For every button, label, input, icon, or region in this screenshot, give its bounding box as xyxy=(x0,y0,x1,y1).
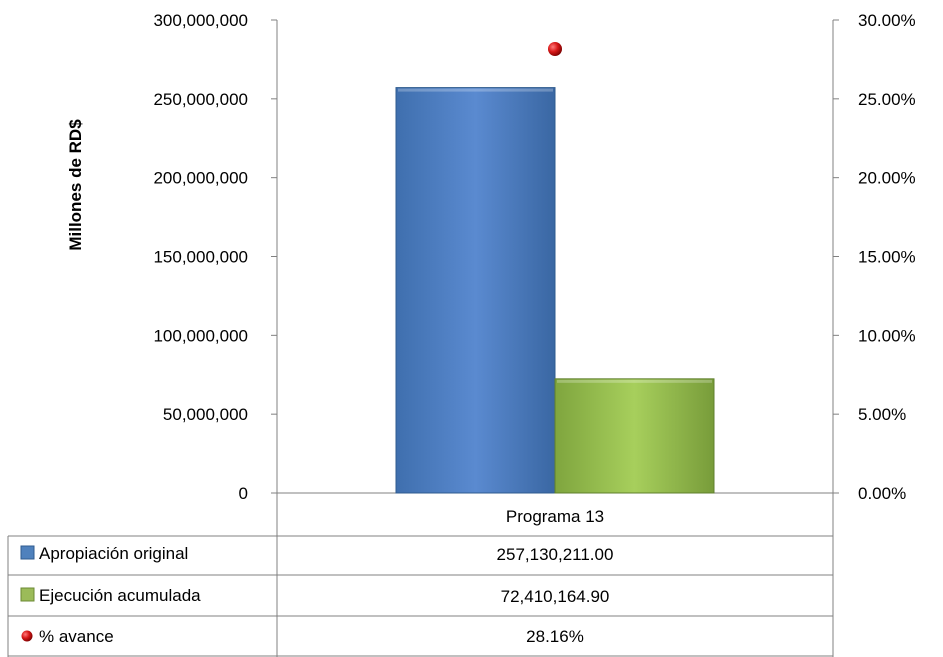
legend-key-apropiacion xyxy=(20,545,35,560)
table-row-label-apropiacion: Apropiación original xyxy=(39,544,188,563)
right-tick-labels: 0.00% 5.00% 10.00% 15.00% 20.00% 25.00% 30.00% xyxy=(858,11,916,503)
right-tick-label: 10.00% xyxy=(858,326,916,345)
left-tick-label: 50,000,000 xyxy=(163,405,248,424)
y-axis-title: Millones de RD$ xyxy=(66,119,85,251)
table-cell-avance: 28.16% xyxy=(526,627,584,646)
bars xyxy=(395,87,715,494)
bar-ejecucion-acumulada xyxy=(554,378,715,494)
marker-avance xyxy=(548,42,562,57)
left-tick-label: 300,000,000 xyxy=(153,11,248,30)
data-table: Programa 13 Apropiación original 257,130… xyxy=(7,493,834,657)
left-tick-label: 200,000,000 xyxy=(153,169,248,188)
table-cell-apropiacion: 257,130,211.00 xyxy=(497,545,614,564)
legend-key-ejecucion xyxy=(20,587,35,602)
bar-apropiacion-original xyxy=(395,87,556,494)
right-tick-label: 25.00% xyxy=(858,90,916,109)
right-tick-label: 20.00% xyxy=(858,169,916,188)
left-tick-label: 0 xyxy=(239,484,248,503)
bar-highlight xyxy=(398,88,553,92)
table-header-category: Programa 13 xyxy=(506,507,604,526)
table-row-label-ejecucion: Ejecución acumulada xyxy=(39,586,201,605)
left-tick-label: 250,000,000 xyxy=(153,90,248,109)
left-tick-label: 150,000,000 xyxy=(153,248,248,267)
table-row-label-avance: % avance xyxy=(39,627,114,646)
markers xyxy=(548,42,562,57)
right-tick-label: 0.00% xyxy=(858,484,906,503)
legend-key-avance xyxy=(21,630,33,642)
left-tick-labels: 0 50,000,000 100,000,000 150,000,000 200,000… xyxy=(153,11,248,503)
right-tick-label: 15.00% xyxy=(858,248,916,267)
bar-highlight xyxy=(557,379,712,383)
table-cell-ejecucion: 72,410,164.90 xyxy=(501,587,610,606)
left-tick-label: 100,000,000 xyxy=(153,326,248,345)
right-tick-label: 30.00% xyxy=(858,11,916,30)
right-tick-label: 5.00% xyxy=(858,405,906,424)
